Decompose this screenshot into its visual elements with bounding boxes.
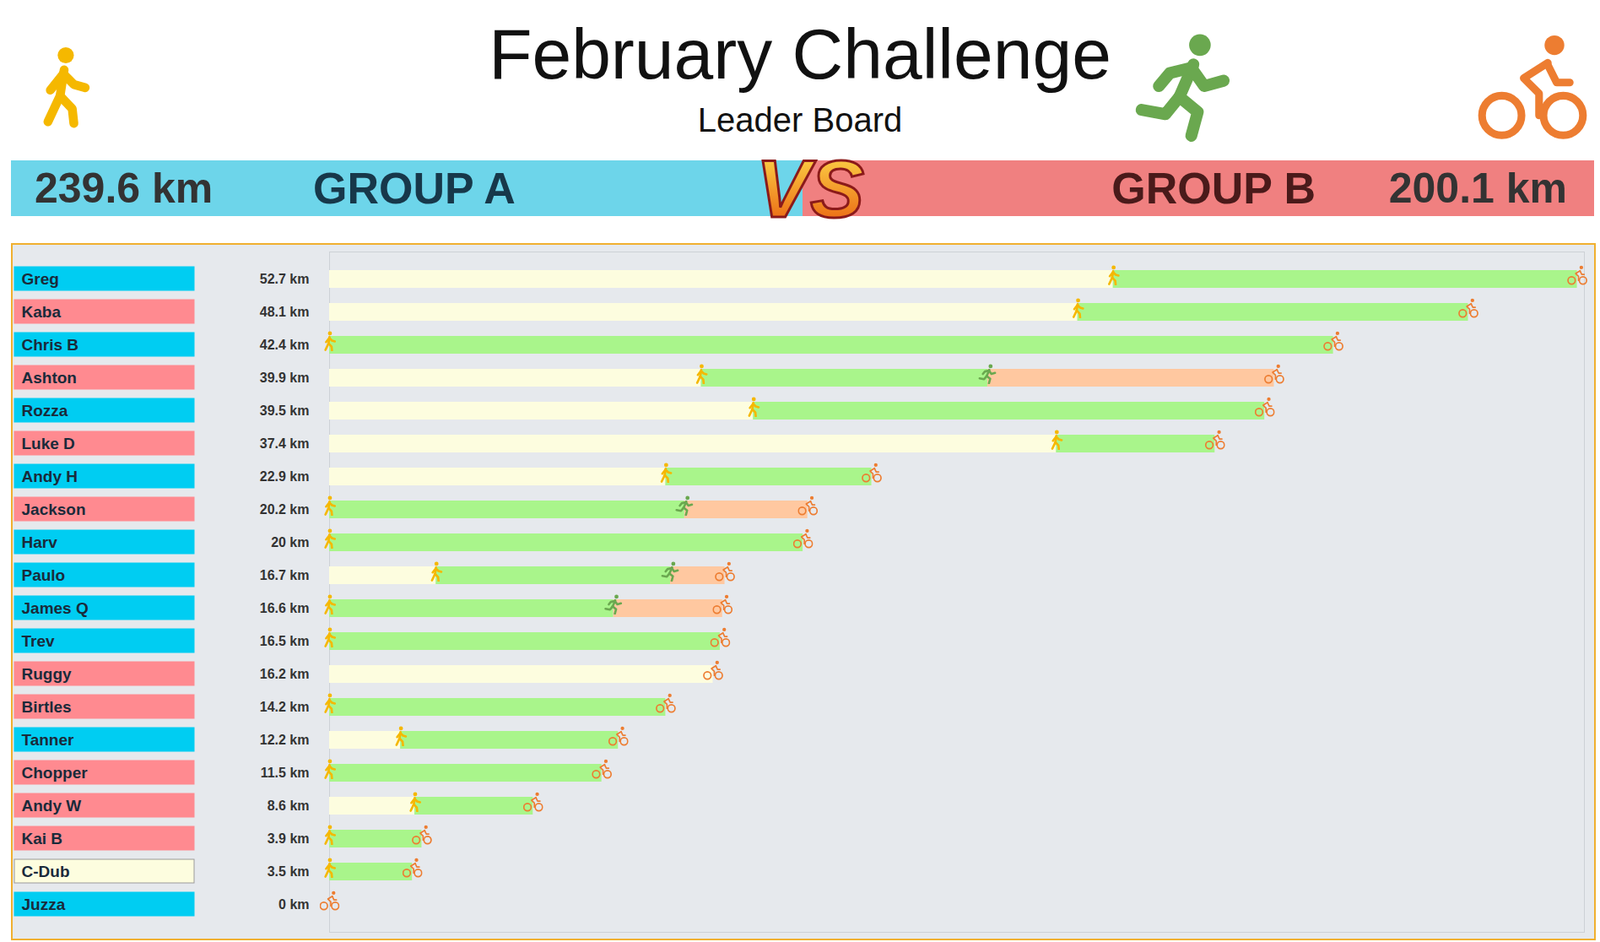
svg-text:Harv: Harv — [21, 533, 59, 552]
svg-text:Trev: Trev — [21, 632, 56, 650]
svg-text:Ruggy: Ruggy — [21, 664, 73, 683]
svg-text:14.2 km: 14.2 km — [259, 699, 310, 714]
svg-text:Rozza: Rozza — [21, 401, 69, 420]
svg-text:16.5 km: 16.5 km — [259, 633, 310, 649]
svg-text:8.6 km: 8.6 km — [267, 798, 310, 813]
html-text:200.1 km: 200.1 km — [1388, 164, 1568, 212]
svg-text:20 km: 20 km — [270, 535, 309, 550]
html-text:239.6 km: 239.6 km — [34, 164, 213, 212]
svg-text:12.2 km: 12.2 km — [259, 732, 310, 747]
svg-text:11.5 km: 11.5 km — [260, 765, 310, 780]
svg-text:16.2 km: 16.2 km — [259, 666, 310, 682]
svg-text:Birtles: Birtles — [21, 697, 72, 716]
svg-text:Jackson: Jackson — [21, 500, 87, 519]
html-text:February Challenge: February Challenge — [488, 14, 1112, 94]
svg-text:Andy W: Andy W — [21, 796, 82, 815]
svg-text:James Q: James Q — [21, 599, 89, 617]
html-text:GROUP A: GROUP A — [313, 163, 516, 213]
svg-text:Chris B: Chris B — [21, 335, 80, 354]
svg-text:Tanner: Tanner — [21, 730, 76, 749]
svg-text:Greg: Greg — [21, 270, 60, 288]
svg-text:16.7 km: 16.7 km — [259, 567, 310, 583]
svg-text:3.5 km: 3.5 km — [267, 864, 310, 879]
svg-text:Ashton: Ashton — [21, 368, 77, 387]
svg-text:C-Dub: C-Dub — [21, 862, 71, 881]
svg-text:Kaba: Kaba — [21, 302, 62, 321]
svg-text:39.5 km: 39.5 km — [259, 403, 310, 418]
svg-text:48.1 km: 48.1 km — [259, 304, 310, 319]
html-text:GROUP B: GROUP B — [1111, 163, 1316, 213]
svg-text:20.2 km: 20.2 km — [259, 502, 310, 517]
svg-text:42.4 km: 42.4 km — [259, 337, 310, 352]
svg-text:52.7 km: 52.7 km — [259, 271, 310, 287]
svg-text:39.9 km: 39.9 km — [259, 370, 310, 385]
svg-text:Paulo: Paulo — [21, 566, 66, 584]
svg-text:Andy H: Andy H — [21, 467, 79, 486]
svg-text:Chopper: Chopper — [21, 763, 89, 782]
svg-text:22.9 km: 22.9 km — [259, 469, 310, 484]
svg-text:3.9 km: 3.9 km — [267, 831, 310, 846]
svg-text:Juzza: Juzza — [21, 895, 66, 914]
svg-text:VS: VS — [756, 143, 865, 234]
svg-text:16.6 km: 16.6 km — [259, 600, 310, 616]
svg-text:Kai B: Kai B — [21, 829, 64, 848]
svg-text:Luke D: Luke D — [21, 434, 76, 453]
html-text:Leader Board: Leader Board — [697, 101, 903, 139]
svg-text:0 km: 0 km — [278, 897, 309, 912]
svg-text:37.4 km: 37.4 km — [259, 436, 310, 451]
